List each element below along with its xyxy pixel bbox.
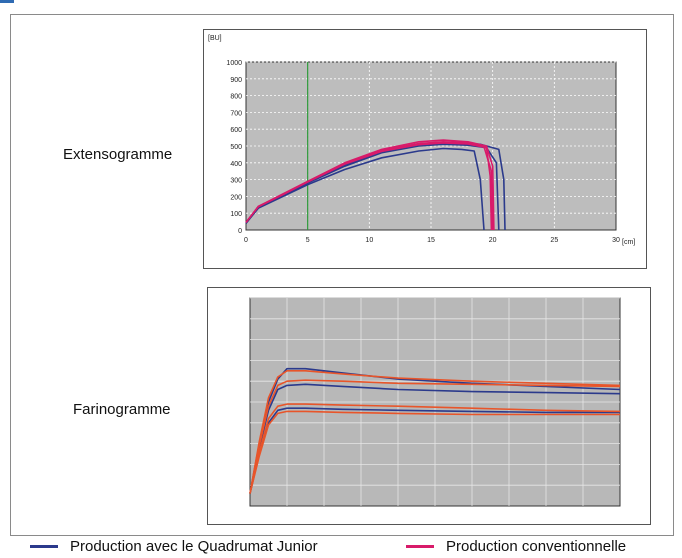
farinogramme-chart: [207, 287, 651, 525]
legend-item-quadrumat: Production avec le Quadrumat Junior: [30, 536, 318, 556]
farinogramme-label: Farinogramme: [73, 401, 171, 418]
x-tick-label: 5: [306, 237, 310, 244]
x-tick-label: 15: [427, 237, 435, 244]
y-tick-label: 1000: [226, 60, 242, 67]
y-tick-label: 800: [230, 94, 242, 101]
x-tick-label: 30: [612, 237, 620, 244]
series-line-conventionnelle-4: [249, 379, 621, 494]
header-accent-bar: [0, 0, 14, 3]
figure-frame: Extensogramme 0 100 200 300 400 500 600 700 800 9…: [10, 14, 674, 536]
extensogramme-chart: 0 100 200 300 400 500 600 700 800 900 1000 0 5 10 15 20…: [203, 29, 647, 269]
y-tick-label: 400: [230, 161, 242, 168]
legend-swatch-conventionnelle: [406, 544, 434, 548]
series-line-conventionnelle-3: [249, 370, 621, 494]
y-tick-label: 500: [230, 144, 242, 151]
legend-swatch-quadrumat: [30, 544, 58, 548]
x-tick-label: 25: [550, 237, 558, 244]
x-axis-label: [cm]: [622, 239, 635, 246]
x-tick-label: 20: [489, 237, 497, 244]
chart-svg: 0 100 200 300 400 500 600 700 800 900 1000 0 5 10 15 20…: [208, 35, 635, 246]
x-tick-label: 0: [244, 237, 248, 244]
y-tick-label: 600: [230, 127, 242, 134]
chart-svg: [249, 297, 621, 507]
y-tick-label: 900: [230, 77, 242, 84]
extensogramme-label: Extensogramme: [63, 146, 173, 163]
y-tick-label: 300: [230, 178, 242, 185]
series-line-conventionnelle-6: [249, 410, 620, 494]
legend-label-conventionnelle: Production conventionnelle: [446, 537, 627, 555]
y-tick-label: 100: [230, 211, 242, 218]
series-line-conventionnelle-5: [245, 142, 493, 231]
x-tick-label: 10: [365, 237, 373, 244]
y-tick-label: 700: [230, 110, 242, 117]
legend-item-conventionnelle: Production conventionnelle: [406, 536, 626, 556]
y-axis-label: [BU]: [208, 35, 222, 42]
y-tick-label: 0: [238, 228, 242, 235]
legend-label-quadrumat: Production avec le Quadrumat Junior: [70, 537, 318, 555]
series-line-conventionnelle-5: [249, 403, 621, 494]
y-tick-label: 200: [230, 194, 242, 201]
